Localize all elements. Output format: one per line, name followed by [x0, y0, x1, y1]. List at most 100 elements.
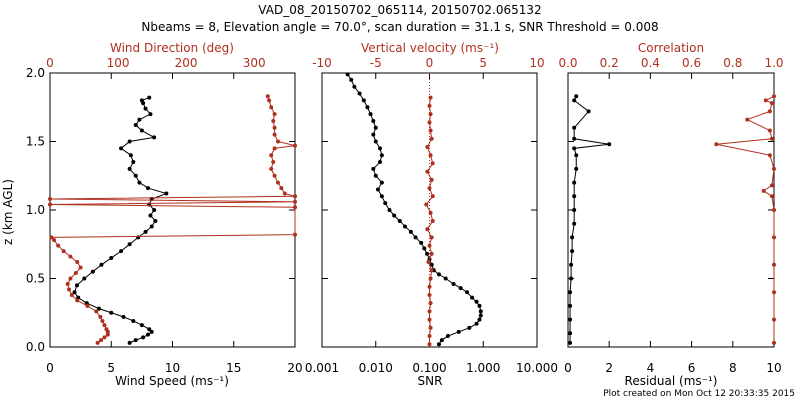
data-point	[128, 153, 133, 158]
data-point	[422, 246, 427, 251]
data-point	[282, 191, 287, 196]
data-point	[445, 334, 450, 339]
data-point	[428, 325, 433, 330]
data-point	[97, 306, 101, 311]
data-point	[119, 146, 124, 151]
data-point	[68, 254, 73, 259]
data-point	[272, 125, 277, 130]
data-point	[279, 186, 284, 191]
data-point	[767, 128, 772, 133]
data-point	[568, 331, 573, 336]
x2-tick-label: 200	[175, 56, 198, 70]
title-line1: VAD_08_20150702_065114, 20150702.065132	[258, 3, 541, 17]
data-point	[745, 117, 750, 122]
data-point	[428, 95, 433, 100]
data-point	[119, 249, 124, 254]
x-tick-label: 2	[605, 361, 613, 375]
data-point	[56, 243, 61, 248]
data-point	[572, 125, 577, 130]
data-point	[127, 340, 132, 345]
data-point	[772, 340, 776, 345]
data-point	[586, 109, 591, 114]
data-point	[78, 265, 83, 270]
data-point	[373, 173, 378, 178]
data-point	[143, 106, 148, 111]
data-point	[146, 332, 150, 337]
x2-tick-label: 0.6	[682, 56, 701, 70]
y-axis-label: z (km AGL)	[1, 179, 15, 245]
data-point	[574, 166, 579, 171]
data-point	[428, 210, 433, 215]
data-point	[763, 98, 768, 103]
data-point	[127, 139, 132, 144]
data-point	[427, 309, 432, 314]
data-point	[429, 235, 434, 240]
x-tick-label: 0	[564, 361, 572, 375]
wind-direction-axis-title: Wind Direction (deg)	[110, 41, 234, 55]
data-point	[352, 84, 357, 89]
data-point	[104, 327, 109, 332]
data-point	[429, 251, 434, 256]
data-point	[772, 317, 776, 322]
data-point	[428, 301, 433, 306]
data-point	[102, 335, 107, 340]
data-point	[572, 208, 577, 212]
data-point	[569, 262, 574, 267]
data-point	[152, 208, 157, 212]
data-point	[772, 208, 776, 212]
data-point	[425, 144, 430, 149]
data-point	[133, 338, 138, 343]
data-point	[572, 146, 577, 151]
data-point	[49, 235, 54, 240]
data-point	[99, 262, 104, 267]
data-point	[149, 329, 154, 334]
data-point	[427, 342, 432, 347]
correlation-panel-frame	[567, 72, 775, 348]
data-point	[73, 271, 78, 276]
data-point	[425, 169, 430, 174]
data-point	[269, 153, 274, 158]
data-point	[427, 103, 432, 108]
x-tick-label: 4	[647, 361, 655, 375]
data-point	[102, 323, 107, 328]
x-tick-label: 1.000	[466, 361, 500, 375]
data-point	[451, 281, 456, 286]
data-point	[477, 317, 482, 322]
data-point	[373, 125, 378, 130]
data-point	[465, 290, 470, 295]
snr-axis-title: SNR	[418, 374, 443, 388]
x2-tick-label: -5	[370, 56, 382, 70]
data-point	[379, 153, 384, 158]
data-point	[152, 135, 157, 140]
data-point	[443, 276, 448, 281]
data-point	[572, 221, 577, 226]
data-point	[387, 208, 392, 212]
data-point	[436, 272, 441, 277]
x-tick-label: 20	[287, 361, 302, 375]
data-point	[572, 98, 577, 103]
x-tick-label: 10	[766, 361, 781, 375]
data-point	[427, 186, 432, 191]
data-point	[94, 309, 99, 314]
data-point	[74, 283, 79, 288]
x2-tick-label: -10	[312, 56, 332, 70]
y-tick-label: 1.0	[26, 203, 45, 217]
data-point	[714, 142, 719, 147]
data-point	[69, 292, 74, 297]
data-point	[357, 91, 362, 96]
data-point	[265, 94, 270, 99]
data-point	[427, 317, 432, 322]
x2-tick-label: 0.4	[641, 56, 660, 70]
data-point	[427, 120, 432, 125]
data-point	[345, 72, 350, 77]
data-point	[148, 112, 153, 117]
series-line	[569, 96, 610, 343]
data-point	[429, 262, 434, 267]
data-point	[570, 249, 575, 254]
x2-tick-label: 0.0	[558, 56, 577, 70]
footer-timestamp: Plot created on Mon Oct 12 20:33:35 2015	[603, 389, 795, 399]
data-point	[121, 314, 126, 319]
data-point	[272, 173, 277, 178]
residual-axis-title: Residual (ms⁻¹)	[625, 374, 718, 388]
